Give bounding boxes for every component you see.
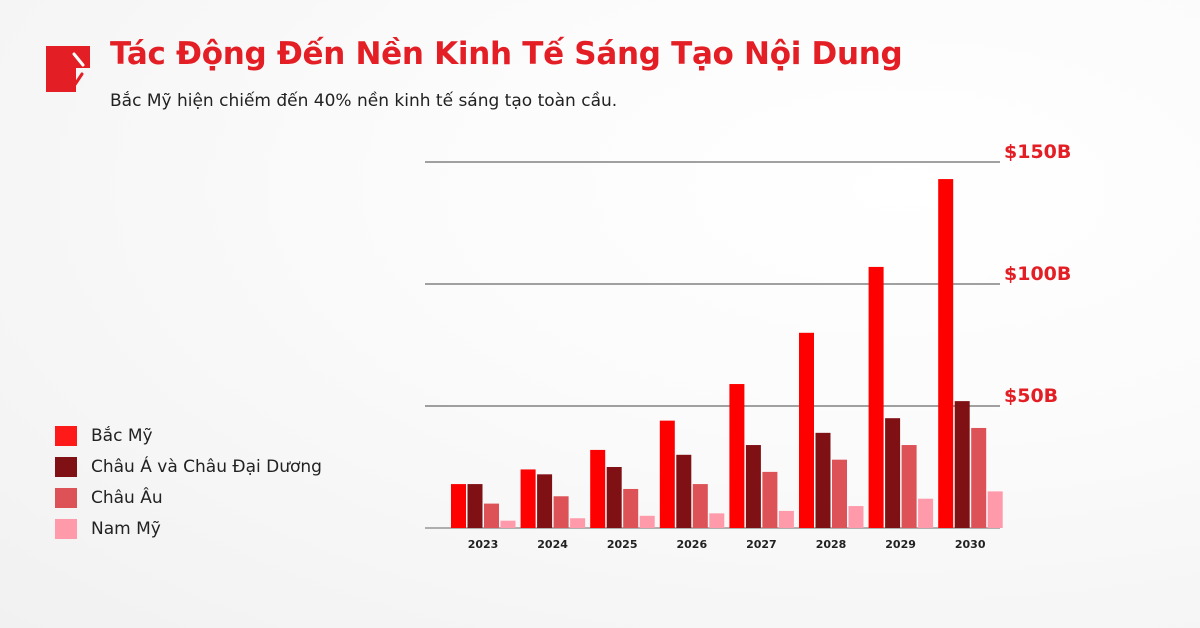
- bar: [606, 467, 622, 528]
- legend-label: Nam Mỹ: [91, 518, 161, 539]
- bar: [745, 445, 761, 528]
- bar: [778, 510, 794, 528]
- page-title: Tác Động Đến Nền Kinh Tế Sáng Tạo Nội Du…: [110, 36, 903, 72]
- bar: [954, 401, 970, 528]
- bar: [500, 520, 516, 528]
- bar: [659, 420, 675, 528]
- bar: [938, 179, 954, 528]
- x-tick-label: 2023: [468, 538, 499, 551]
- logo-icon: [46, 46, 90, 92]
- legend-label: Châu Á và Châu Đại Dương: [91, 456, 322, 477]
- legend-label: Châu Âu: [91, 487, 163, 508]
- bar: [590, 449, 606, 528]
- bar: [901, 445, 917, 528]
- bar: [762, 471, 778, 528]
- legend-item: Nam Mỹ: [55, 513, 322, 544]
- legend-swatch: [55, 518, 77, 539]
- x-tick-label: 2024: [537, 538, 568, 551]
- y-tick-label: $50B: [1004, 385, 1058, 407]
- bar: [848, 506, 864, 528]
- x-tick-label: 2027: [746, 538, 777, 551]
- bar: [885, 418, 901, 528]
- x-tick-label: 2025: [607, 538, 638, 551]
- bar: [868, 266, 884, 528]
- bar: [987, 491, 1003, 528]
- legend-item: Châu Âu: [55, 482, 322, 513]
- bar: [799, 332, 814, 528]
- bar: [451, 484, 466, 528]
- bar: [484, 503, 499, 528]
- bar: [537, 474, 553, 528]
- x-tick-label: 2028: [816, 538, 847, 551]
- bar: [467, 484, 483, 528]
- bar: [639, 515, 655, 528]
- legend-item: Bắc Mỹ: [55, 420, 322, 451]
- legend-swatch: [55, 487, 77, 508]
- x-tick-label: 2026: [676, 538, 707, 551]
- x-tick-label: 2030: [955, 538, 986, 551]
- legend-swatch: [55, 425, 77, 446]
- legend-label: Bắc Mỹ: [91, 425, 153, 446]
- bar: [815, 432, 831, 528]
- bar: [832, 459, 847, 528]
- x-tick-label: 2029: [885, 538, 916, 551]
- bar: [971, 427, 987, 528]
- legend: Bắc Mỹ Châu Á và Châu Đại Dương Châu Âu …: [55, 420, 322, 544]
- bar: [676, 454, 692, 528]
- bar: [570, 518, 586, 528]
- legend-swatch: [55, 456, 77, 477]
- bar: [623, 488, 639, 528]
- bar: [553, 496, 569, 528]
- y-tick-label: $150B: [1004, 141, 1071, 163]
- bar: [918, 498, 934, 528]
- page-subtitle: Bắc Mỹ hiện chiếm đến 40% nền kinh tế sá…: [110, 91, 618, 111]
- bar: [729, 384, 745, 528]
- bar: [709, 513, 725, 528]
- legend-item: Châu Á và Châu Đại Dương: [55, 451, 322, 482]
- y-tick-label: $100B: [1004, 263, 1071, 285]
- bar: [692, 484, 708, 528]
- bar: [520, 469, 536, 528]
